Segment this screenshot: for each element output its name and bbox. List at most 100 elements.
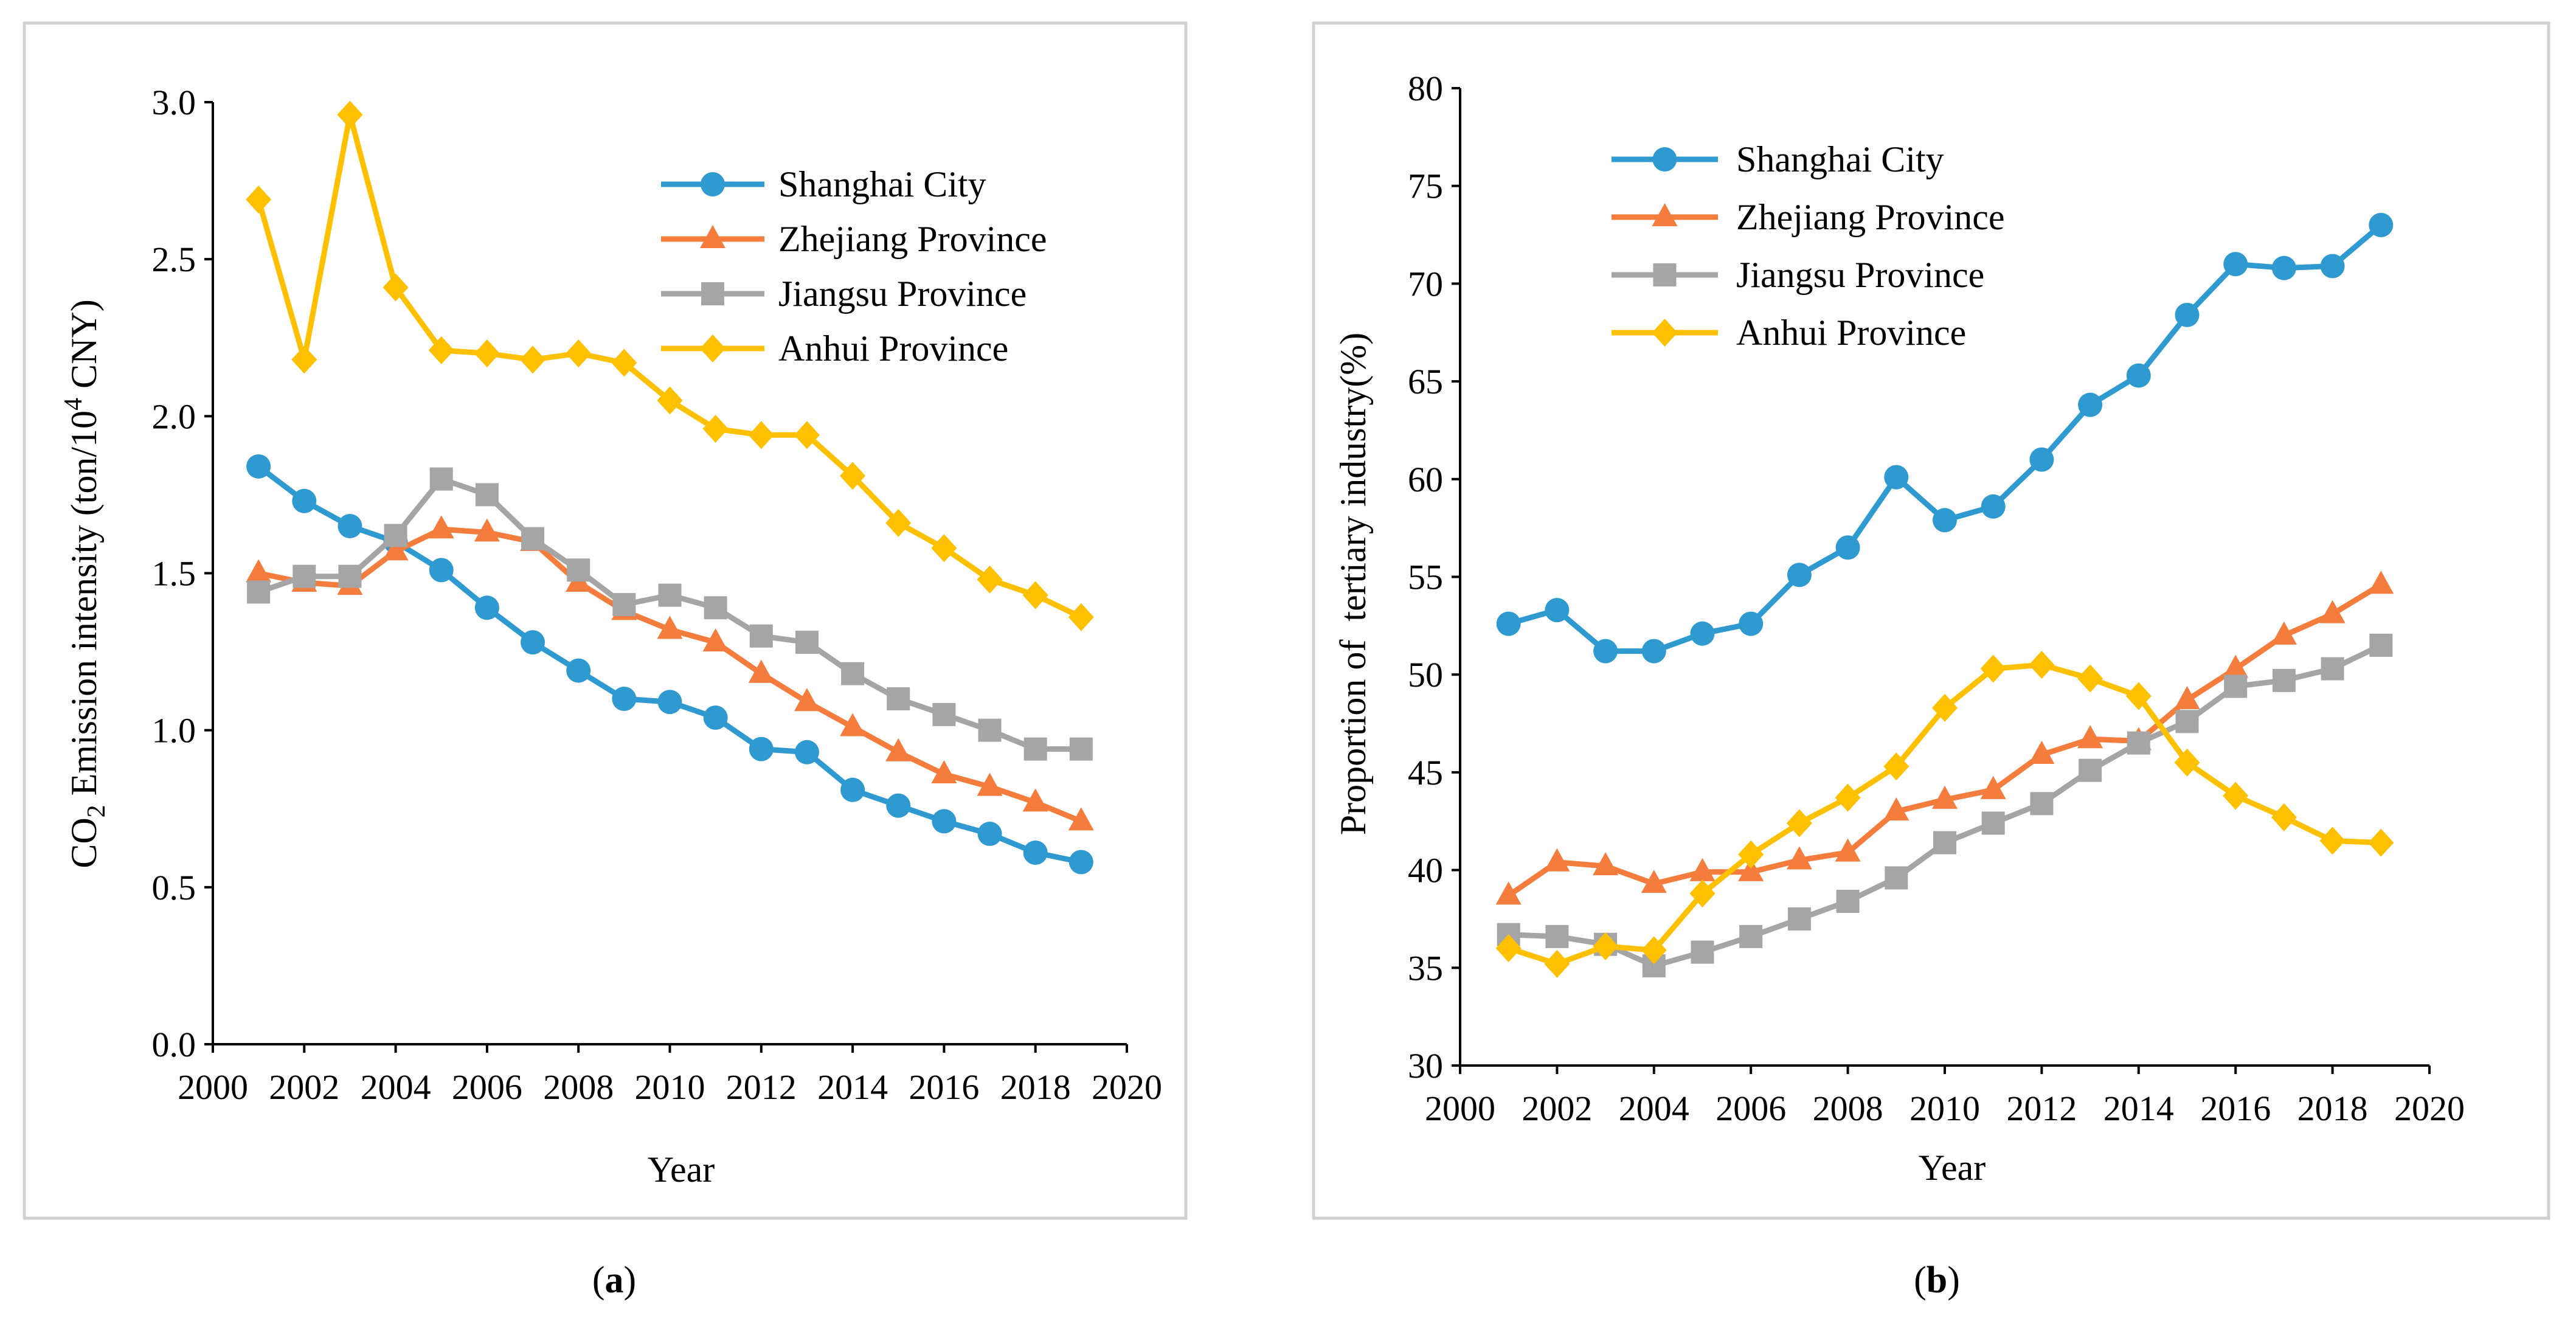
x-tick-label: 2004 <box>1619 1089 1689 1128</box>
y-tick-label: 0.5 <box>152 868 196 907</box>
panel-b-y-axis-title: Proportion of tertiary industry(%) <box>1333 333 1373 836</box>
data-point-zhejiang-province <box>1786 846 1812 870</box>
y-tick-label: 55 <box>1408 558 1443 597</box>
data-point-zhejiang-province <box>246 559 272 583</box>
data-point-zhejiang-province <box>2319 600 2346 623</box>
data-point-anhui-province <box>2077 664 2103 693</box>
data-point-jiangsu-province <box>2127 731 2150 755</box>
data-point-anhui-province <box>2271 803 2297 831</box>
data-point-shanghai-city <box>246 454 271 479</box>
data-point-jiangsu-province <box>521 527 545 550</box>
data-point-zhejiang-province <box>1932 785 1958 809</box>
y-tick-label: 3.0 <box>152 83 196 122</box>
data-point-shanghai-city <box>886 793 911 818</box>
data-point-shanghai-city <box>1787 563 1812 587</box>
data-point-shanghai-city <box>2369 212 2394 237</box>
data-point-zhejiang-province <box>2174 685 2200 709</box>
data-point-shanghai-city <box>612 687 637 712</box>
data-point-jiangsu-province <box>1836 890 1860 913</box>
data-point-shanghai-city <box>2223 252 2248 277</box>
panel-b-series <box>1495 212 2394 978</box>
data-point-anhui-province <box>2368 828 2394 857</box>
data-point-shanghai-city <box>749 737 774 761</box>
data-point-jiangsu-province <box>429 467 453 491</box>
data-point-zhejiang-province <box>1495 881 1522 905</box>
data-point-jiangsu-province <box>841 662 865 685</box>
legend-marker <box>700 334 725 362</box>
y-tick-label: 1.0 <box>152 711 196 750</box>
data-point-anhui-province <box>2125 682 2152 710</box>
data-point-jiangsu-province <box>2079 758 2102 782</box>
x-tick-label: 2006 <box>452 1067 522 1107</box>
y-tick-label: 2.0 <box>152 397 196 436</box>
data-point-zhejiang-province <box>383 537 409 561</box>
data-point-anhui-province <box>1495 934 1522 963</box>
data-point-shanghai-city <box>1835 535 1860 560</box>
legend-marker <box>1652 319 1678 347</box>
panel-b-ticks: 30 35 40 45 50 55 60 65 70 75 80 2000 2002 2004 2006 20… <box>1408 69 2465 1128</box>
data-point-anhui-province <box>702 414 729 443</box>
data-point-anhui-province <box>1738 840 1764 868</box>
data-point-jiangsu-province <box>795 631 819 654</box>
legend-item-jiangsu-province: Jiangsu Province <box>1612 255 1984 295</box>
panel-a-y-axis-title: CO2 Emission intensity (ton/104 CNY) <box>60 299 111 868</box>
y-tick-label: 1.5 <box>152 554 196 594</box>
data-point-anhui-province <box>840 462 866 490</box>
data-point-jiangsu-province <box>658 583 682 607</box>
data-point-shanghai-city <box>474 595 499 620</box>
panel-b-axes <box>1459 88 2429 1067</box>
legend-label: Shanghai City <box>778 164 986 204</box>
x-tick-label: 2006 <box>1716 1089 1786 1128</box>
data-point-jiangsu-province <box>338 564 362 588</box>
data-point-anhui-province <box>2223 782 2249 810</box>
data-point-jiangsu-province <box>1981 811 2005 835</box>
data-point-zhejiang-province <box>1689 858 1716 881</box>
legend-item-zhejiang-province: Zhejiang Province <box>1612 197 2005 237</box>
x-tick-label: 2008 <box>1813 1089 1883 1128</box>
data-point-zhejiang-province <box>428 515 454 539</box>
x-tick-label: 2010 <box>1909 1089 1980 1128</box>
data-point-anhui-province <box>885 508 912 537</box>
x-tick-label: 2002 <box>1522 1089 1592 1128</box>
legend-label: Jiangsu Province <box>1736 255 1984 295</box>
data-point-shanghai-city <box>1496 611 1521 636</box>
data-point-anhui-province <box>2319 827 2346 855</box>
legend-item-anhui-province: Anhui Province <box>661 328 1008 369</box>
data-point-jiangsu-province <box>2272 668 2296 692</box>
data-point-shanghai-city <box>794 740 819 764</box>
data-point-shanghai-city <box>2271 255 2296 280</box>
data-point-shanghai-city <box>1593 639 1618 664</box>
data-point-zhejiang-province <box>1883 797 1909 821</box>
data-point-anhui-province <box>1883 752 1909 781</box>
data-point-jiangsu-province <box>1069 737 1093 761</box>
data-point-shanghai-city <box>1641 639 1666 664</box>
y-tick-label: 2.5 <box>152 240 196 279</box>
data-point-zhejiang-province <box>474 518 500 542</box>
y-tick-label: 50 <box>1408 655 1443 695</box>
data-point-jiangsu-province <box>2030 792 2054 816</box>
x-tick-label: 2010 <box>635 1067 705 1107</box>
data-point-shanghai-city <box>1981 494 2006 519</box>
data-point-shanghai-city <box>703 705 728 730</box>
data-point-anhui-province <box>1980 654 2006 683</box>
y-tick-label: 70 <box>1408 264 1443 303</box>
data-point-shanghai-city <box>2175 302 2200 327</box>
legend-label: Zhejiang Province <box>778 219 1047 259</box>
data-point-zhejiang-province <box>657 615 683 639</box>
data-point-anhui-province <box>337 100 363 129</box>
data-point-anhui-province <box>566 339 592 368</box>
x-tick-label: 2008 <box>543 1067 614 1107</box>
data-point-jiangsu-province <box>1545 924 1569 948</box>
data-point-shanghai-city <box>932 809 957 834</box>
data-point-shanghai-city <box>2029 447 2054 472</box>
series-anhui-province <box>246 100 1094 631</box>
legend-marker <box>1653 263 1677 286</box>
data-point-anhui-province <box>1641 936 1667 965</box>
legend-marker <box>701 282 724 305</box>
data-point-anhui-province <box>291 345 317 374</box>
data-point-shanghai-city <box>338 514 362 539</box>
data-point-anhui-province <box>2029 651 2055 679</box>
data-point-anhui-province <box>520 345 546 374</box>
x-tick-label: 2012 <box>2006 1089 2077 1128</box>
y-tick-label: 45 <box>1408 753 1443 792</box>
